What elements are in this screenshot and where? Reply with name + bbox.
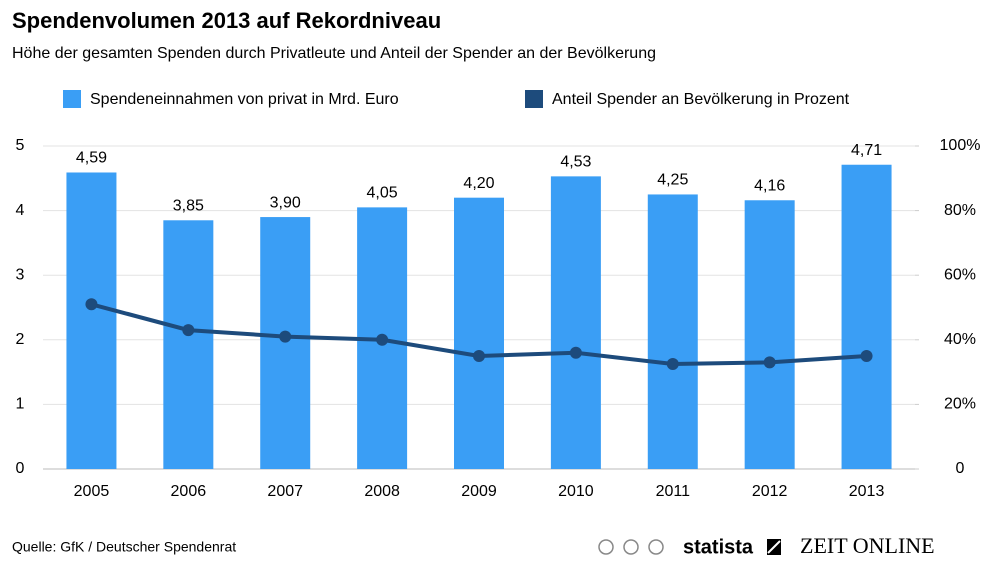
line-point	[182, 324, 195, 337]
partner: ZEIT ONLINE	[800, 533, 935, 558]
x-tick-label: 2008	[364, 483, 400, 500]
bar	[260, 217, 311, 469]
data-label: 4,53	[560, 154, 591, 171]
chart-subtitle: Höhe der gesamten Spenden durch Privatle…	[12, 45, 656, 62]
x-tick-label: 2007	[267, 483, 303, 500]
line-point	[763, 356, 776, 369]
data-label: 4,20	[463, 175, 494, 192]
data-label: 4,05	[367, 185, 398, 202]
y2-tick-label: 40%	[944, 331, 976, 348]
bar	[163, 220, 214, 469]
x-tick-label: 2013	[849, 483, 885, 500]
line-point	[473, 349, 485, 362]
bar	[647, 194, 698, 469]
y2-tick-label: 80%	[944, 202, 976, 219]
cc-icons	[598, 539, 664, 555]
brand-logo	[765, 537, 783, 557]
data-label: 4,25	[657, 172, 688, 189]
legend-swatch	[525, 90, 543, 108]
x-tick-label: 2006	[171, 483, 207, 500]
bar	[66, 172, 117, 469]
line-point	[666, 358, 679, 371]
data-label: 4,59	[76, 150, 107, 167]
brand: statista	[683, 536, 754, 558]
legend-label: Anteil Spender an Bevölkerung in Prozent	[552, 91, 850, 108]
y2-tick-label: 100%	[940, 137, 981, 154]
data-label: 3,85	[173, 198, 204, 215]
bar	[550, 176, 601, 469]
y-tick-label: 0	[16, 460, 25, 477]
y-tick-label: 4	[16, 202, 25, 219]
data-label: 4,71	[851, 142, 882, 159]
y-tick-label: 3	[16, 266, 25, 283]
x-tick-label: 2011	[656, 483, 691, 500]
x-tick-label: 2005	[74, 483, 110, 500]
line-point	[569, 346, 582, 359]
legend-swatch	[63, 90, 81, 108]
y-tick-label: 1	[16, 396, 25, 413]
line-point	[279, 330, 292, 343]
data-label: 4,16	[754, 177, 785, 194]
y2-tick-label: 0	[956, 460, 965, 477]
x-tick-label: 2010	[558, 483, 594, 500]
data-label: 3,90	[270, 194, 301, 211]
legend-label: Spendeneinnahmen von privat in Mrd. Euro	[90, 91, 399, 108]
bar	[841, 164, 892, 469]
line-point	[376, 333, 389, 346]
line-point	[860, 349, 873, 362]
y2-tick-label: 20%	[944, 396, 976, 413]
bar	[744, 200, 795, 470]
y-tick-label: 2	[16, 331, 25, 348]
x-tick-label: 2009	[461, 483, 497, 500]
chart-title: Spendenvolumen 2013 auf Rekordniveau	[12, 8, 441, 33]
y2-tick-label: 60%	[944, 266, 976, 283]
source: Quelle: GfK / Deutscher Spendenrat	[12, 539, 236, 555]
line-point	[85, 298, 98, 311]
x-tick-label: 2012	[752, 483, 788, 500]
bar	[454, 197, 504, 469]
y-tick-label: 5	[16, 137, 25, 154]
